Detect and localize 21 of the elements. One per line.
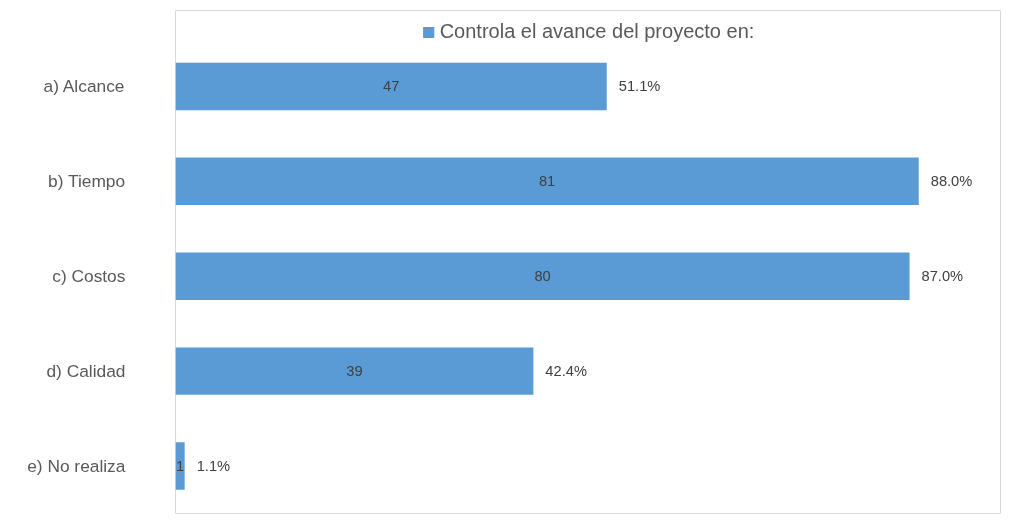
bar — [175, 442, 185, 490]
bar — [175, 252, 910, 300]
y-tick-label: a) Alcance — [43, 76, 125, 97]
bar — [175, 347, 534, 395]
y-tick-label: b) Tiempo — [48, 171, 126, 192]
annotation: 88.0% — [930, 173, 973, 190]
data-label: 39 — [346, 363, 363, 380]
y-tick-label: c) Costos — [52, 266, 126, 287]
data-label: 81 — [538, 173, 556, 190]
bar — [175, 157, 919, 206]
annotation: 1.1% — [196, 458, 231, 475]
annotation: 51.1% — [618, 78, 661, 95]
data-label: 1 — [176, 458, 185, 475]
y-tick-label: d) Calidad — [46, 361, 126, 382]
annotation: 42.4% — [545, 363, 587, 380]
bar — [175, 62, 607, 111]
y-tick-label: e) No realiza — [27, 456, 126, 477]
annotation: 87.0% — [921, 268, 964, 285]
data-label: 80 — [534, 268, 551, 285]
legend-label: Controla el avance del proyecto en: — [439, 20, 755, 43]
data-label: 47 — [382, 78, 400, 95]
